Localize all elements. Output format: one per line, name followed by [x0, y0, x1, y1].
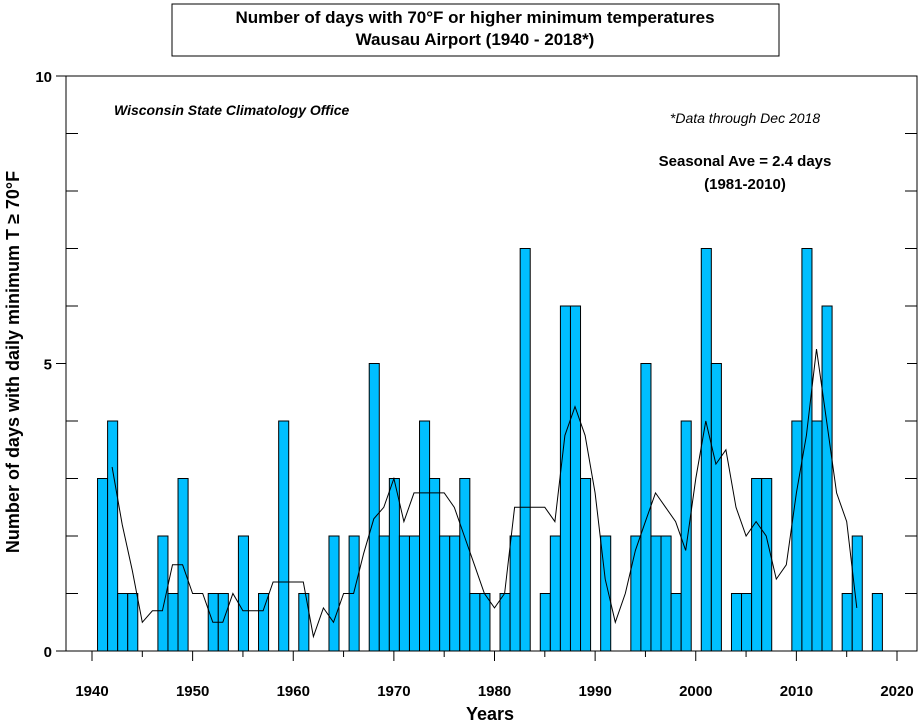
bar-1986: [549, 535, 561, 652]
bar-1968: [368, 363, 380, 652]
bar-1998: [670, 593, 682, 652]
bar-2010: [791, 420, 803, 652]
bar-2002: [710, 363, 722, 652]
y-tick-label-10: 10: [35, 69, 52, 86]
y-axis-label: Number of days with daily minimum T ≥ 70…: [3, 171, 23, 553]
bars-group: [97, 248, 883, 652]
chart-title-line2: Wausau Airport (1940 - 2018*): [356, 30, 595, 49]
bar-1943: [117, 593, 129, 652]
bar-1981: [499, 593, 511, 652]
bar-1995: [640, 363, 652, 652]
x-tick-label-1950: 1950: [176, 683, 209, 700]
bar-1942: [107, 420, 119, 652]
bar-1994: [630, 535, 642, 652]
bar-1971: [398, 535, 410, 652]
bar-2013: [821, 305, 833, 652]
bar-2005: [741, 593, 753, 652]
bar-2015: [841, 593, 853, 652]
bar-1987: [559, 305, 571, 652]
bar-1977: [459, 478, 471, 652]
x-tick-label-1980: 1980: [478, 683, 511, 700]
y-tick-label-5: 5: [44, 357, 52, 374]
bar-1970: [388, 478, 400, 652]
bar-1955: [237, 535, 249, 652]
x-tick-label-2010: 2010: [780, 683, 813, 700]
x-tick-label-2000: 2000: [679, 683, 712, 700]
seasonal-period-annotation: (1981-2010): [704, 176, 786, 193]
bar-1988: [569, 305, 582, 652]
bar-1983: [519, 248, 531, 652]
bar-1989: [580, 478, 592, 652]
x-tick-label-1970: 1970: [377, 683, 410, 700]
x-tick-label-1940: 1940: [75, 683, 108, 700]
x-tick-label-2020: 2020: [880, 683, 913, 700]
x-tick-label-1960: 1960: [277, 683, 310, 700]
x-axis-label: Years: [466, 704, 514, 724]
seasonal-ave-annotation: Seasonal Ave = 2.4 days: [659, 153, 832, 170]
bar-1997: [660, 535, 672, 652]
bar-1975: [439, 535, 451, 652]
bar-1974: [429, 478, 441, 652]
bar-1957: [258, 593, 270, 652]
bar-1982: [509, 535, 521, 652]
bar-1959: [278, 420, 290, 652]
x-tick-label-1990: 1990: [578, 683, 611, 700]
bar-2016: [851, 535, 863, 652]
bar-1999: [680, 420, 692, 652]
bar-1978: [469, 593, 481, 652]
ticks-group: 1940 1950 1960 1970 1980 1990 2000 2010 2020 0 5 10: [35, 69, 917, 700]
chart-title-line1: Number of days with 70°F or higher minim…: [235, 8, 714, 27]
bar-2004: [730, 593, 743, 652]
bar-1985: [539, 593, 551, 652]
bar-1948: [167, 593, 179, 652]
bar-1941: [97, 478, 109, 652]
bar-1976: [449, 535, 461, 652]
bar-1964: [328, 535, 340, 652]
smoothed-line: [111, 349, 858, 639]
bar-1969: [378, 535, 390, 652]
data-note-annotation: *Data through Dec 2018: [670, 110, 820, 126]
bar-2006: [751, 478, 763, 652]
bar-1973: [419, 420, 431, 652]
source-annotation: Wisconsin State Climatology Office: [114, 102, 350, 118]
bar-2018: [871, 593, 883, 652]
bar-1979: [479, 593, 491, 652]
y-tick-label-0: 0: [44, 644, 52, 661]
bar-1944: [127, 593, 139, 652]
bar-2007: [761, 478, 773, 652]
bar-2012: [811, 420, 823, 652]
bar-1996: [650, 535, 662, 652]
bar-1972: [408, 535, 421, 652]
plot-frame: [65, 75, 918, 652]
bar-2001: [700, 248, 712, 652]
title-box: [171, 3, 780, 57]
